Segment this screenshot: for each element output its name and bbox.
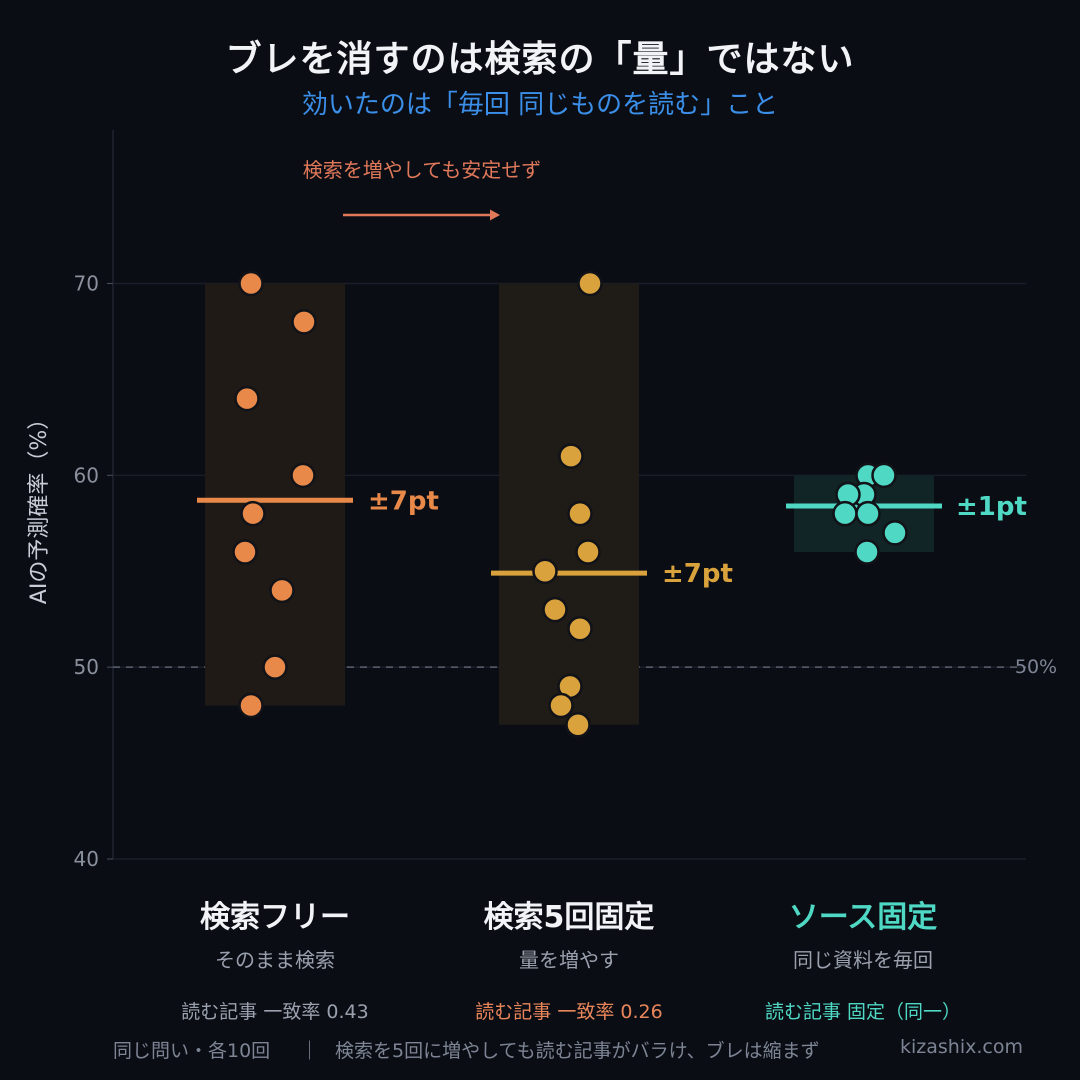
data-point	[542, 596, 568, 623]
chart-title: ブレを消すのは検索の「量」ではない	[225, 39, 855, 80]
category-block-2: 検索5回固定 量を増やす 読む記事 一致率 0.26	[419, 892, 719, 1024]
data-point	[832, 500, 858, 527]
annotation-arrow-head	[490, 209, 500, 221]
data-point	[855, 500, 881, 527]
data-point	[565, 711, 591, 738]
category-sub-3: 同じ資料を毎回	[793, 948, 933, 972]
y-tick-label: 70	[74, 271, 99, 295]
data-point	[567, 616, 593, 642]
spread-label: ±1pt	[956, 492, 1027, 522]
data-point	[262, 654, 288, 680]
data-point	[567, 500, 593, 527]
data-point	[234, 385, 260, 412]
data-point	[240, 500, 266, 527]
spread-label: ±7pt	[368, 486, 439, 516]
range-bands	[205, 283, 934, 725]
category-note-3: 読む記事 固定（同一）	[764, 1001, 962, 1023]
spread-label: ±7pt	[662, 559, 733, 589]
y-axis-label: AIの予測確率（%）	[27, 408, 52, 604]
data-point	[575, 539, 601, 565]
data-point	[291, 309, 317, 335]
reference-label: 50%	[1015, 656, 1057, 678]
footer-separator: ｜	[300, 1040, 320, 1062]
category-name-1: 検索フリー	[200, 900, 350, 935]
chart-subtitle: 効いたのは「毎回 同じものを読む」こと	[301, 90, 779, 120]
data-point	[577, 270, 603, 297]
data-point	[882, 520, 908, 546]
data-points	[232, 270, 908, 738]
mean-lines: ±7pt ±7pt ±1pt	[197, 486, 1027, 589]
category-sub-1: そのまま検索	[215, 948, 335, 972]
annotation-layer: 検索を増やしても安定せず	[303, 158, 541, 221]
footer-left: 同じ問い・各10回	[113, 1040, 271, 1062]
y-tick-label: 50	[74, 655, 99, 679]
range-band	[499, 283, 639, 725]
data-point	[532, 558, 558, 584]
data-point	[232, 539, 258, 565]
y-tick-label: 60	[74, 463, 99, 487]
data-point	[548, 692, 574, 719]
category-note-1: 読む記事 一致率 0.43	[181, 1001, 369, 1023]
footer-middle: 検索を5回に増やしても読む記事がバラけ、ブレは縮まず	[335, 1040, 820, 1062]
y-tick-label: 40	[74, 847, 99, 871]
category-name-3: ソース固定	[788, 900, 938, 935]
data-point	[290, 462, 316, 489]
data-point	[854, 539, 880, 565]
category-block-1: 検索フリー そのまま検索 読む記事 一致率 0.43	[125, 892, 425, 1024]
footer-right: kizashix.com	[900, 1036, 1023, 1058]
annotation-text: 検索を増やしても安定せず	[303, 158, 541, 182]
data-point	[558, 443, 584, 469]
data-point	[269, 577, 295, 604]
data-point	[238, 692, 264, 719]
category-sub-2: 量を増やす	[519, 948, 619, 972]
category-name-2: 検索5回固定	[483, 900, 655, 935]
data-point	[871, 462, 897, 489]
data-point	[238, 270, 264, 297]
category-note-2: 読む記事 一致率 0.26	[475, 1001, 663, 1023]
category-block-3: ソース固定 同じ資料を毎回 読む記事 固定（同一）	[713, 892, 1013, 1024]
range-band	[205, 283, 345, 706]
